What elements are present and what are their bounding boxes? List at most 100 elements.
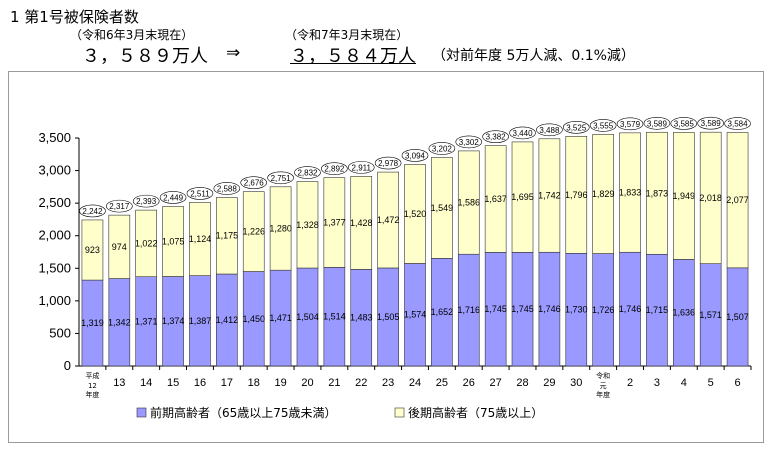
x-tick-label: 24 (409, 377, 421, 389)
y-tick-label: 2,500 (38, 195, 71, 210)
total-label: 3,579 (620, 120, 641, 129)
x-tick-label: 5 (708, 377, 714, 389)
x-tick-label: 21 (328, 377, 340, 389)
bar-segment-kouki (538, 138, 561, 253)
total-label-bubble (132, 194, 160, 208)
data-label-kouki: 1,124 (189, 234, 212, 244)
total-label-bubble (724, 117, 751, 130)
change-summary: （対前年度 5万人減、0.1%減） (432, 48, 635, 64)
bar-segment-kouki (431, 157, 453, 259)
page-title: 1 第1号被保険者数 (10, 8, 139, 26)
bar-segment-kouki (619, 132, 641, 253)
total-label: 2,242 (82, 207, 103, 216)
data-label-zenki: 1,450 (242, 314, 265, 324)
previous-date-label: （令和6年3月末現在） (70, 28, 194, 42)
total-label-bubble (455, 135, 483, 149)
total-label-bubble (159, 191, 187, 204)
data-label-kouki: 1,829 (592, 189, 615, 199)
bar-segment-kouki (242, 191, 265, 272)
y-tick-label: 3,000 (38, 163, 71, 178)
data-label-zenki: 1,716 (457, 305, 480, 315)
x-tick-label: 22 (355, 377, 367, 389)
total-label: 3,302 (459, 138, 480, 147)
data-label-kouki: 1,175 (216, 231, 239, 241)
bar-segment-kouki (377, 171, 399, 269)
bar-segment-kouki (81, 219, 104, 281)
x-tick-label: 19 (274, 377, 286, 389)
total-label: 2,978 (378, 159, 399, 168)
bar-segment-kouki (296, 181, 319, 269)
arrow-icon: ⇒ (226, 43, 241, 63)
x-tick-label-era: 令和 (596, 371, 610, 380)
total-label: 3,382 (486, 133, 507, 142)
data-label-zenki: 1,319 (81, 318, 104, 328)
total-label-bubble (670, 117, 698, 130)
total-label: 2,892 (324, 165, 345, 174)
legend-swatch-kouki (394, 407, 405, 418)
bar-segment-kouki (404, 164, 426, 264)
x-tick-label: 6 (734, 377, 740, 389)
total-label: 3,589 (647, 119, 668, 128)
data-label-zenki: 1,746 (538, 304, 561, 314)
y-tick-label: 3,500 (38, 130, 71, 145)
data-label-zenki: 1,371 (135, 316, 158, 326)
x-tick-label: 26 (463, 377, 475, 389)
stacked-bar-chart: 0 500 1,000 1,500 2,000 2,500 3,000 3,500 1,319 9… (38, 116, 752, 420)
total-label: 3,584 (728, 120, 749, 129)
total-label: 3,440 (513, 129, 534, 138)
x-tick-label: 27 (490, 377, 502, 389)
x-tick-label-era: 平成 (85, 371, 99, 380)
total-label: 3,094 (405, 151, 426, 160)
total-label-bubble (321, 162, 348, 175)
x-tick-label: 17 (221, 377, 233, 389)
data-label-kouki: 1,075 (162, 236, 185, 246)
bar-segment-kouki (269, 186, 292, 271)
x-tick-label: 13 (113, 377, 125, 389)
total-label: 2,676 (244, 179, 265, 188)
data-label-zenki: 1,574 (404, 310, 427, 320)
total-label: 2,588 (217, 184, 238, 193)
data-label-kouki: 1,472 (377, 215, 400, 225)
y-tick-label: 2,000 (38, 228, 71, 243)
bar-segment-kouki (162, 206, 184, 277)
data-label-zenki: 1,514 (323, 312, 346, 322)
x-tick-label: 14 (140, 377, 152, 389)
total-label: 3,589 (701, 119, 722, 128)
y-tick-label: 1,500 (38, 260, 71, 275)
total-label-bubble (347, 161, 375, 174)
total-label-bubble (482, 130, 509, 143)
legend-label-zenki: 前期高齢者（65歳以上75歳未満） (150, 405, 337, 420)
data-label-kouki: 1,428 (350, 218, 373, 228)
total-label-bubble (106, 199, 133, 213)
total-label: 2,449 (163, 193, 184, 202)
total-label-bubble (589, 119, 617, 132)
data-label-zenki: 1,652 (431, 307, 454, 317)
data-label-kouki: 1,637 (484, 194, 507, 204)
data-label-zenki: 1,715 (646, 305, 669, 315)
current-value: ３，５８４万人 (290, 46, 416, 67)
x-tick-label-year: 元 (600, 382, 607, 390)
data-label-kouki: 1,586 (457, 198, 480, 208)
total-label: 2,911 (352, 163, 372, 172)
x-tick-label: 18 (248, 377, 260, 389)
previous-value: ３，５８９万人 (82, 46, 208, 67)
bar-segment-kouki (592, 134, 614, 254)
total-label-bubble (401, 149, 429, 162)
data-label-kouki: 1,833 (619, 188, 642, 198)
total-label-bubble (428, 142, 456, 155)
total-label-bubble (267, 171, 294, 185)
data-label-kouki: 1,549 (431, 203, 454, 213)
x-tick-label-suffix: 年度 (596, 390, 610, 399)
data-label-kouki: 974 (112, 242, 127, 252)
data-label-kouki: 1,796 (565, 190, 588, 200)
bar-segment-kouki (646, 131, 668, 255)
x-tick-label: 23 (382, 377, 394, 389)
x-tick-label: 25 (436, 377, 448, 389)
bar-segment-kouki (216, 197, 238, 275)
bar-segment-kouki (699, 131, 722, 264)
total-label-bubble (79, 204, 106, 218)
data-label-kouki: 923 (85, 245, 100, 255)
x-tick-label: 15 (167, 377, 179, 389)
bar-segment-kouki (484, 145, 507, 253)
y-tick-label: 1,000 (38, 293, 71, 308)
